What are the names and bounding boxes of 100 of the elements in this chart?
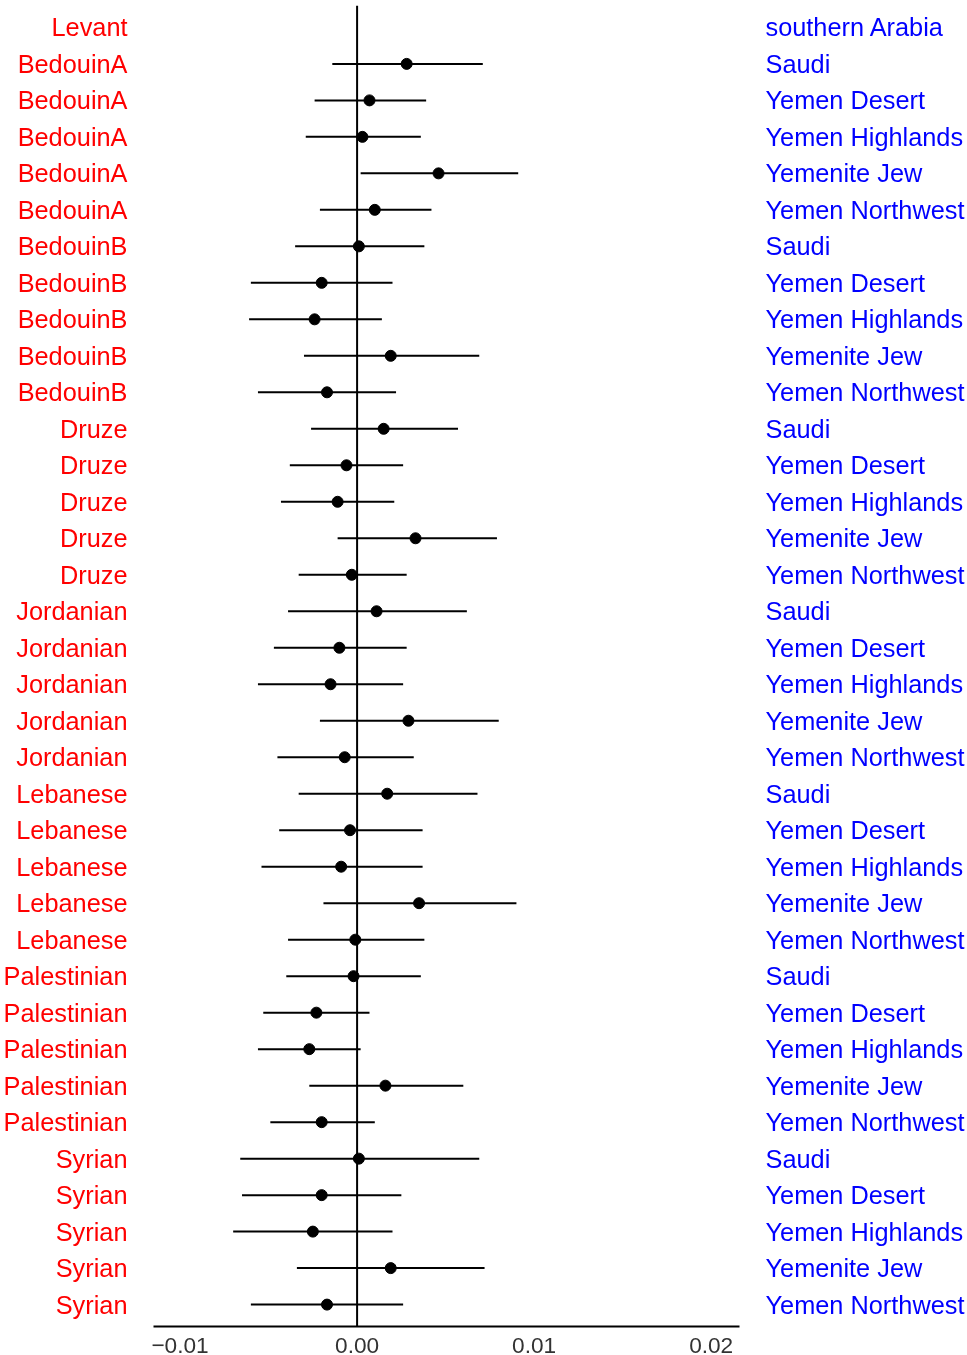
point <box>310 1006 323 1019</box>
y2-tick-label: Yemenite Jew <box>765 889 923 918</box>
y2-tick-label: Yemen Highlands <box>765 305 964 334</box>
point <box>315 1116 328 1129</box>
point <box>324 678 337 691</box>
y2-tick-label: Yemen Highlands <box>765 487 964 516</box>
y-tick-label: Palestinian <box>3 1035 128 1064</box>
point <box>303 1043 316 1056</box>
y-tick-label: Lebanese <box>16 852 128 881</box>
point <box>363 94 376 107</box>
y-tick-label: Syrian <box>55 1181 128 1210</box>
y2-tick-label: Saudi <box>765 49 831 78</box>
point <box>400 57 413 70</box>
point <box>345 568 358 581</box>
x-tick-label: 0.02 <box>689 1331 734 1355</box>
y2-tick-label: Saudi <box>765 1144 831 1173</box>
y-tick-label: Syrian <box>55 1290 128 1319</box>
y2-tick-label: Yemen Highlands <box>765 852 964 881</box>
y-tick-label: Lebanese <box>16 889 128 918</box>
point <box>335 860 348 873</box>
point <box>413 897 426 910</box>
y-tick-label: Druze <box>59 487 128 516</box>
y2-tick-label: Saudi <box>765 962 831 991</box>
y-tick-label: Palestinian <box>3 1108 128 1137</box>
x-tick-label: 0.01 <box>512 1331 557 1355</box>
y2-tick-label: Yemen Northwest <box>765 925 965 954</box>
y-tick-label: Syrian <box>55 1144 128 1173</box>
y2-tick-label: Yemenite Jew <box>765 341 923 370</box>
y-tick-label: Palestinian <box>3 962 128 991</box>
y-tick-label: Syrian <box>55 1217 128 1246</box>
y-tick-label: BedouinB <box>17 305 128 334</box>
point <box>402 714 415 727</box>
y2-tick-label: Yemen Desert <box>765 268 926 297</box>
point <box>432 167 445 180</box>
y2-tick-label: Yemen Highlands <box>765 1217 964 1246</box>
y-tick-label: Palestinian <box>3 1071 128 1100</box>
point <box>356 130 369 143</box>
y2-tick-label: Yemen Desert <box>765 451 926 480</box>
point <box>331 495 344 508</box>
y-tick-label: Jordanian <box>16 743 128 772</box>
y2-tick-label: Saudi <box>765 232 831 261</box>
y2-tick-label: Yemen Northwest <box>765 1290 965 1319</box>
y-tick-label: Syrian <box>55 1254 128 1283</box>
y2-tick-label: Saudi <box>765 779 831 808</box>
y-tick-label: BedouinB <box>17 378 128 407</box>
x-tick-label: −0.01 <box>151 1331 209 1355</box>
y2-tick-label: Yemen Northwest <box>765 1108 965 1137</box>
point <box>370 605 383 618</box>
point <box>308 313 321 326</box>
y-tick-label: Palestinian <box>3 998 128 1027</box>
point <box>384 349 397 362</box>
y-tick-label: Druze <box>59 451 128 480</box>
point <box>340 459 353 472</box>
point <box>333 641 346 654</box>
point <box>379 1079 392 1092</box>
y2-tick-label: Yemen Highlands <box>765 122 964 151</box>
y2-tick-label: Yemen Northwest <box>765 743 965 772</box>
y-tick-label: Druze <box>59 524 128 553</box>
y-tick-label: Lebanese <box>16 779 128 808</box>
y-tick-label: BedouinA <box>17 195 128 224</box>
y2-tick-label: Yemen Northwest <box>765 378 965 407</box>
y2-tick-label: Yemenite Jew <box>765 524 923 553</box>
point <box>409 532 422 545</box>
point <box>381 787 394 800</box>
y2-axis-title: southern Arabia <box>765 13 944 42</box>
y-tick-label: BedouinA <box>17 122 128 151</box>
point <box>338 751 351 764</box>
y2-tick-label: Yemenite Jew <box>765 159 923 188</box>
y-tick-label: Lebanese <box>16 925 128 954</box>
y-axis-title: Levant <box>51 13 128 42</box>
point <box>368 203 381 216</box>
y2-tick-label: Saudi <box>765 414 831 443</box>
point <box>315 276 328 289</box>
y-tick-label: Druze <box>59 414 128 443</box>
y-tick-label: Jordanian <box>16 633 128 662</box>
y2-tick-label: Yemenite Jew <box>765 706 923 735</box>
point <box>384 1262 397 1275</box>
y-tick-label: Jordanian <box>16 670 128 699</box>
point <box>377 422 390 435</box>
y2-tick-label: Saudi <box>765 597 831 626</box>
y-tick-label: Jordanian <box>16 597 128 626</box>
point <box>321 386 333 399</box>
point <box>306 1225 319 1238</box>
y-tick-label: Druze <box>59 560 128 589</box>
point <box>321 1298 333 1311</box>
y2-tick-label: Yemen Desert <box>765 816 926 845</box>
y-tick-label: BedouinB <box>17 268 128 297</box>
y2-tick-label: Yemen Desert <box>765 998 926 1027</box>
y2-tick-label: Yemen Desert <box>765 1181 926 1210</box>
y-tick-label: BedouinB <box>17 341 128 370</box>
y-tick-label: BedouinA <box>17 86 128 115</box>
y-tick-label: Lebanese <box>16 816 128 845</box>
y2-tick-label: Yemen Highlands <box>765 670 964 699</box>
y2-tick-label: Yemen Northwest <box>765 560 965 589</box>
y-tick-label: BedouinA <box>17 159 128 188</box>
y2-tick-label: Yemen Northwest <box>765 195 965 224</box>
y-tick-label: BedouinA <box>17 49 128 78</box>
y-tick-label: BedouinB <box>17 232 128 261</box>
y2-tick-label: Yemenite Jew <box>765 1071 923 1100</box>
y2-tick-label: Yemen Desert <box>765 86 926 115</box>
